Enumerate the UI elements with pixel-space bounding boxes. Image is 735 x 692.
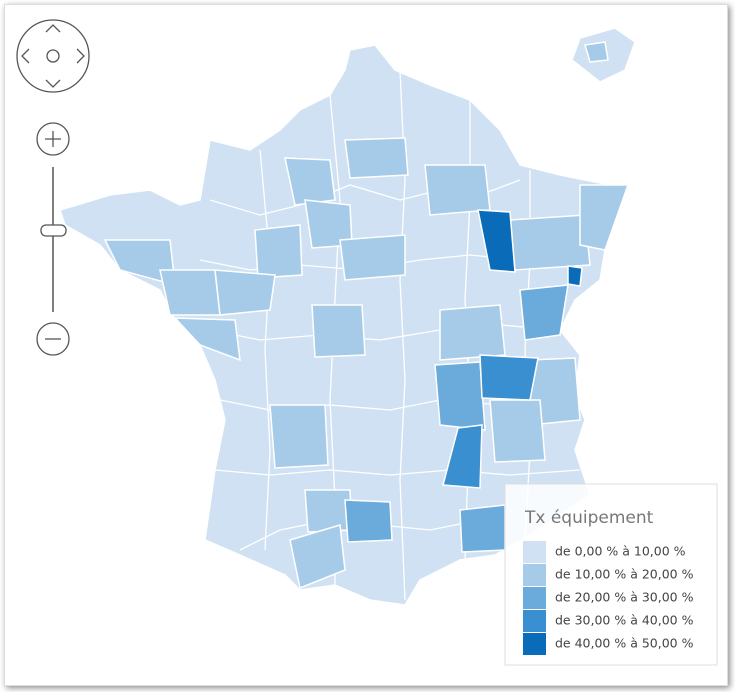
legend-label: de 30,00 % à 40,00 %	[555, 613, 694, 628]
legend-label: de 20,00 % à 30,00 %	[555, 590, 694, 605]
legend-swatch	[523, 633, 546, 655]
legend-swatch	[523, 610, 546, 632]
department-shapes	[103, 27, 636, 590]
legend-label: de 10,00 % à 20,00 %	[555, 567, 694, 582]
pan-control[interactable]	[16, 19, 90, 93]
zoom-out-button[interactable]	[36, 322, 70, 356]
legend-label: de 0,00 % à 10,00 %	[555, 544, 686, 559]
legend-title: Tx équipement	[524, 508, 654, 528]
zoom-in-button[interactable]	[36, 122, 70, 156]
zoom-slider-thumb[interactable]	[40, 224, 67, 237]
legend-swatch	[523, 564, 546, 586]
legend-swatch	[523, 541, 546, 563]
legend-label: de 40,00 % à 50,00 %	[555, 636, 694, 651]
legend: Tx équipement de 0,00 % à 10,00 % de 10,0…	[504, 483, 718, 666]
legend-swatch	[523, 587, 546, 609]
